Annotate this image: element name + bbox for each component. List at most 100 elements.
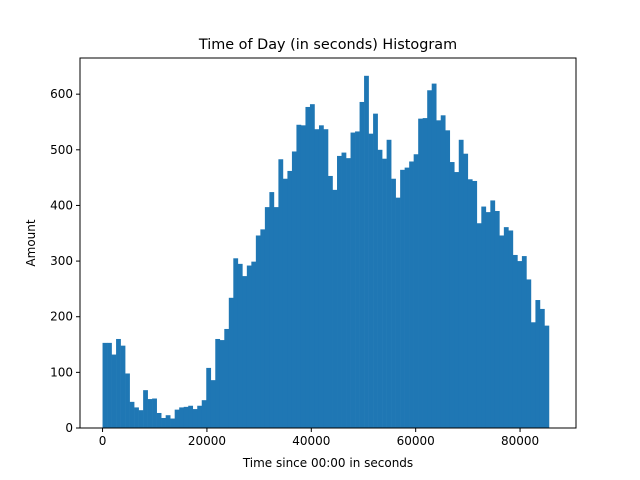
histogram-bar: [233, 258, 239, 428]
histogram-bar: [237, 263, 243, 428]
histogram-bar: [373, 113, 378, 428]
histogram-bar: [364, 75, 369, 429]
histogram-bar: [291, 151, 297, 428]
y-tick-label: 0: [65, 421, 73, 435]
y-axis-ticks: 0 100 200 300 400 500 600: [50, 87, 80, 435]
histogram-bar: [539, 308, 545, 428]
histogram-bar: [341, 152, 347, 428]
histogram-bar: [314, 129, 320, 428]
y-axis-label: Amount: [24, 219, 38, 266]
histogram-bar: [170, 418, 175, 428]
histogram-bar: [517, 261, 523, 428]
histogram-bar: [125, 373, 130, 428]
histogram-bar: [346, 158, 351, 428]
histogram-bar: [138, 410, 144, 428]
histogram-bar: [476, 223, 482, 428]
x-tick-label: 0: [99, 434, 107, 448]
histogram-bar: [436, 120, 442, 428]
histogram-bar: [404, 167, 410, 429]
histogram-bar: [102, 342, 108, 428]
histogram-bar: [490, 200, 496, 428]
histogram-bar: [174, 409, 180, 428]
histogram-bar: [152, 398, 157, 428]
histogram-bar: [134, 407, 139, 428]
histogram-bar: [431, 83, 437, 428]
histogram-bar: [530, 322, 536, 428]
histogram-bar: [206, 367, 212, 428]
histogram-bar: [382, 158, 387, 428]
x-tick-label: 80000: [501, 434, 539, 448]
y-tick-label: 500: [50, 143, 73, 157]
histogram-bar: [467, 179, 473, 428]
histogram-bar: [305, 106, 311, 428]
histogram-bar: [449, 162, 455, 429]
histogram-bar: [179, 407, 185, 428]
y-tick-label: 100: [50, 365, 73, 379]
histogram-bar: [400, 169, 405, 428]
chart-title: Time of Day (in seconds) Histogram: [198, 37, 457, 53]
histogram-bar: [445, 130, 451, 429]
histogram-bar: [116, 338, 121, 428]
histogram-bar: [386, 139, 392, 428]
histogram-bar: [503, 227, 509, 428]
histogram-bar: [246, 265, 252, 428]
histogram-bar: [300, 125, 306, 429]
histogram-bar: [440, 115, 446, 428]
histogram-bar: [535, 300, 541, 428]
histogram-bar: [165, 415, 171, 428]
histogram-bar: [192, 409, 198, 428]
histogram-bar: [296, 124, 302, 429]
histogram-bar: [472, 180, 478, 428]
histogram-bar: [228, 297, 234, 428]
x-tick-label: 60000: [397, 434, 435, 448]
x-tick-label: 20000: [188, 434, 226, 448]
histogram-bar: [368, 133, 374, 428]
histogram-bar: [413, 154, 419, 428]
histogram-bar: [454, 172, 460, 428]
histogram-bar: [201, 400, 207, 428]
histogram-bar: [219, 340, 225, 428]
histogram-bar: [418, 118, 423, 429]
histogram-bar: [544, 325, 550, 428]
histogram-bar: [323, 129, 329, 428]
histogram-bar: [409, 161, 414, 429]
x-tick-label: 40000: [292, 434, 330, 448]
histogram-bar: [427, 90, 433, 428]
histogram-bar: [188, 405, 194, 428]
histogram-bar: [485, 212, 491, 428]
histogram-bar: [147, 399, 153, 428]
histogram-bar: [143, 390, 148, 428]
histogram-bar: [508, 230, 514, 428]
histogram-bar: [197, 405, 203, 428]
x-axis-ticks: 0 20000 40000 60000 80000: [99, 428, 539, 448]
histogram-bar: [260, 229, 266, 428]
histogram-bar: [481, 206, 487, 428]
histogram-bar: [278, 159, 284, 428]
histogram-bar: [377, 149, 383, 428]
histogram-bar: [521, 256, 527, 428]
histogram-bar: [512, 254, 518, 428]
histogram-bar: [287, 170, 293, 428]
histogram-bar: [242, 276, 248, 428]
histogram-bars: [102, 75, 550, 429]
histogram-bar: [111, 354, 117, 428]
histogram-bar: [391, 178, 396, 428]
histogram-bar: [120, 345, 126, 428]
histogram-bar: [337, 155, 342, 428]
histogram-bar: [355, 131, 360, 428]
histogram-bar: [215, 338, 221, 428]
histogram-bar: [526, 279, 532, 428]
histogram-bar: [463, 153, 469, 428]
histogram-bar: [395, 197, 401, 428]
histogram-bar: [224, 328, 230, 428]
histogram-bar: [251, 261, 257, 428]
histogram-bar: [422, 118, 428, 429]
histogram-bar: [255, 235, 261, 428]
histogram-bar: [183, 406, 189, 428]
histogram-bar: [328, 175, 333, 428]
histogram-bar: [494, 211, 500, 428]
histogram-bar: [282, 178, 288, 428]
histogram-bar: [161, 417, 166, 428]
y-tick-label: 600: [50, 87, 73, 101]
